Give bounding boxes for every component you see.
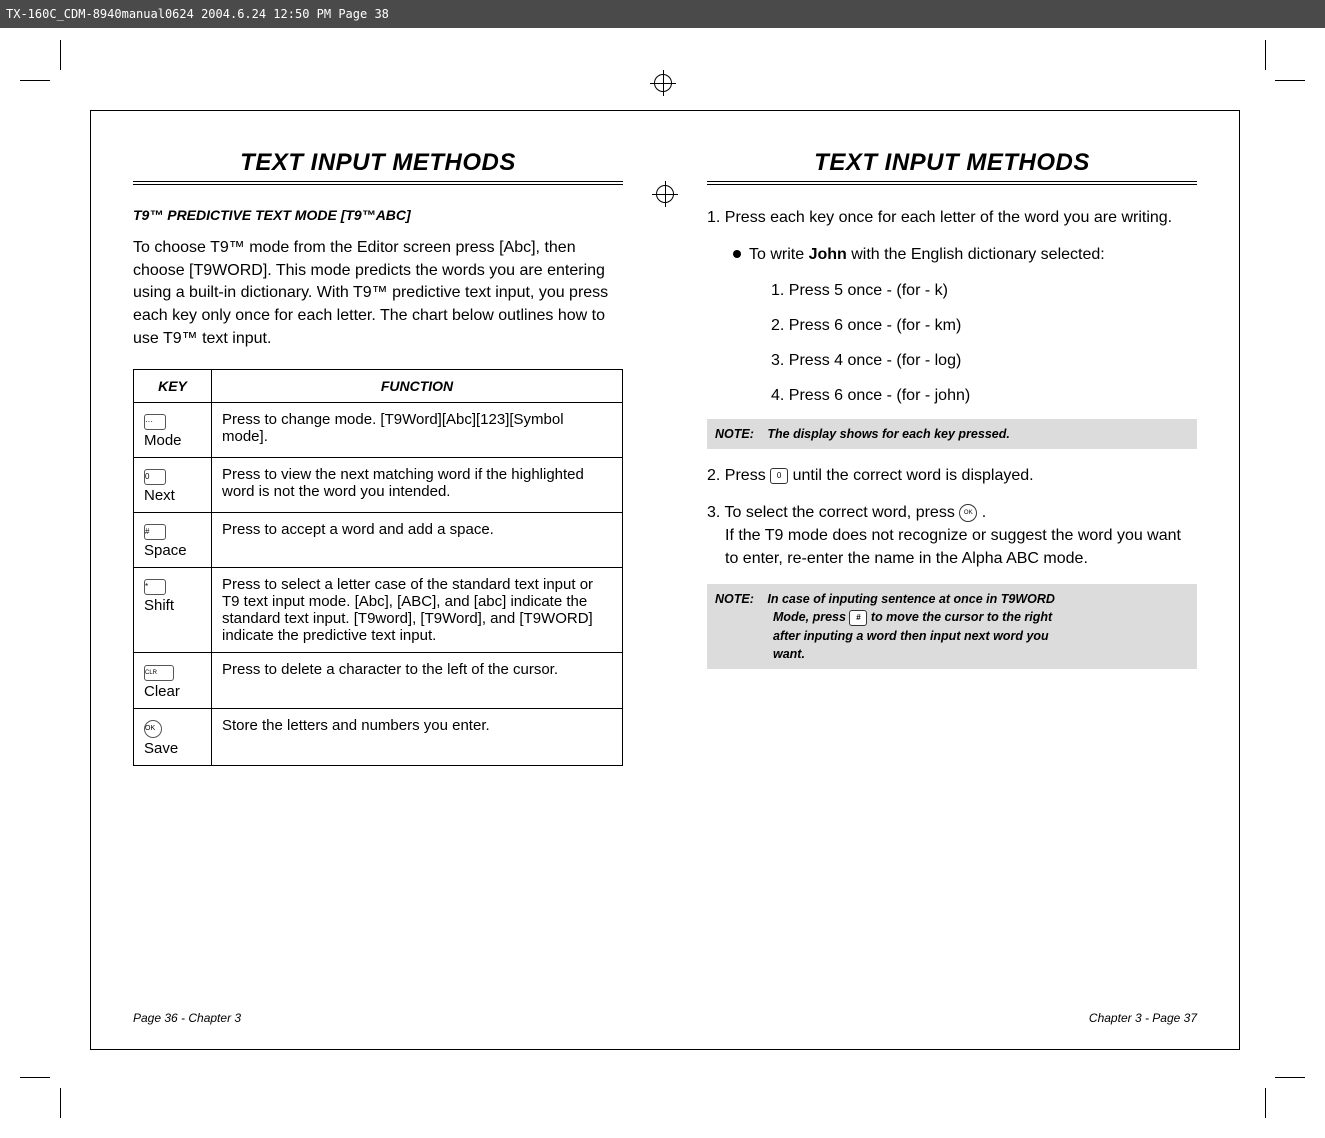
func-cell-mode: Press to change mode. [T9Word][Abc][123]…: [212, 402, 623, 457]
pound-key-icon: #: [849, 610, 867, 626]
table-row: * Shift Press to select a letter case of…: [134, 567, 623, 652]
key-cell-next: 0 Next: [134, 457, 212, 512]
intro-text: To choose T9™ mode from the Editor scree…: [133, 239, 608, 347]
press-substeps: 1. Press 5 once - (for - k) 2. Press 6 o…: [771, 280, 1197, 407]
page-footer-right: Chapter 3 - Page 37: [1089, 1011, 1197, 1025]
func-cell-next: Press to view the next matching word if …: [212, 457, 623, 512]
key-label-next: Next: [144, 487, 175, 504]
subheading-t9mode: T9™ PREDICTIVE TEXT MODE [T9™ABC]: [133, 207, 623, 223]
intro-paragraph: To choose T9™ mode from the Editor scree…: [133, 237, 623, 351]
step2-suffix: until the correct word is displayed.: [793, 467, 1034, 484]
step-2: 2. Press 0 until the correct word is dis…: [707, 465, 1197, 488]
note2-line1: In case of inputing sentence at once in …: [767, 592, 1055, 606]
step-1: 1. Press each key once for each letter o…: [725, 207, 1197, 230]
step-list: 1. Press each key once for each letter o…: [707, 207, 1197, 669]
step3-prefix: 3. To select the correct word, press: [707, 504, 959, 521]
key-label-shift: Shift: [144, 597, 174, 614]
key-function-table: KEY FUNCTION ··· Mode Press to change mo…: [133, 369, 623, 766]
bullet-write-john: To write John with the English dictionar…: [733, 244, 1197, 267]
title-text-left: TEXT INPUT METHODS: [133, 149, 623, 185]
table-row: ··· Mode Press to change mode. [T9Word][…: [134, 402, 623, 457]
title-text-right: TEXT INPUT METHODS: [707, 149, 1197, 185]
func-cell-space: Press to accept a word and add a space.: [212, 512, 623, 567]
table-header-row: KEY FUNCTION: [134, 369, 623, 402]
page-left: TEXT INPUT METHODS T9™ PREDICTIVE TEXT M…: [91, 111, 665, 1049]
page-right: TEXT INPUT METHODS 1. Press each key onc…: [665, 111, 1239, 1049]
note2-line4: want.: [773, 645, 1189, 663]
ok-key-icon: OK: [144, 720, 162, 738]
zero-key-icon: 0: [144, 469, 166, 485]
registration-target-bottom: [652, 181, 678, 207]
substep-2: 2. Press 6 once - (for - km): [771, 315, 1197, 338]
key-cell-save: OK Save: [134, 708, 212, 765]
substep-3: 3. Press 4 once - (for - log): [771, 350, 1197, 373]
table-row: # Space Press to accept a word and add a…: [134, 512, 623, 567]
zero-key-icon: 0: [770, 468, 788, 484]
key-cell-shift: * Shift: [134, 567, 212, 652]
key-label-mode: Mode: [144, 432, 182, 449]
file-header-bar: TX-160C_CDM-8940manual0624 2004.6.24 12:…: [0, 0, 1325, 28]
col-header-key: KEY: [134, 369, 212, 402]
col-header-function: FUNCTION: [212, 369, 623, 402]
page-title-left: TEXT INPUT METHODS: [133, 149, 623, 185]
table-row: CLR Clear Press to delete a character to…: [134, 652, 623, 708]
key-cell-mode: ··· Mode: [134, 402, 212, 457]
registration-target-top: [650, 70, 676, 96]
note2-label: NOTE:: [715, 592, 754, 606]
step3-suffix: .: [982, 504, 986, 521]
note2-line2a: Mode, press: [773, 610, 849, 624]
note2-line3: after inputing a word then input next wo…: [773, 627, 1189, 645]
page-title-right: TEXT INPUT METHODS: [707, 149, 1197, 185]
step-3: 3. To select the correct word, press OK …: [707, 502, 1197, 570]
page-footer-left: Page 36 - Chapter 3: [133, 1011, 241, 1025]
table-row: OK Save Store the letters and numbers yo…: [134, 708, 623, 765]
func-cell-shift: Press to select a letter case of the sta…: [212, 567, 623, 652]
step3-body: If the T9 mode does not recognize or sug…: [725, 525, 1197, 570]
key-label-save: Save: [144, 740, 178, 757]
bullet-bold-word: John: [809, 246, 847, 263]
bullet-prefix: To write: [749, 246, 809, 263]
soft-key-icon: ···: [144, 414, 166, 430]
note-sentence-input: NOTE: In case of inputing sentence at on…: [707, 584, 1197, 669]
substep-4: 4. Press 6 once - (for - john): [771, 385, 1197, 408]
note-label: NOTE:: [715, 427, 754, 441]
star-key-icon: *: [144, 579, 166, 595]
key-label-clear: Clear: [144, 683, 180, 700]
note2-line2: Mode, press # to move the cursor to the …: [773, 608, 1189, 626]
func-cell-save: Store the letters and numbers you enter.: [212, 708, 623, 765]
func-cell-clear: Press to delete a character to the left …: [212, 652, 623, 708]
note-display-shows: NOTE: The display shows for each key pre…: [707, 419, 1197, 449]
bullet-icon: [733, 250, 741, 258]
ok-key-icon: OK: [959, 504, 977, 522]
key-cell-space: # Space: [134, 512, 212, 567]
bullet-suffix: with the English dictionary selected:: [847, 246, 1105, 263]
key-label-space: Space: [144, 542, 187, 559]
clr-key-icon: CLR: [144, 665, 174, 681]
table-row: 0 Next Press to view the next matching w…: [134, 457, 623, 512]
step2-prefix: 2. Press: [707, 467, 770, 484]
substep-1: 1. Press 5 once - (for - k): [771, 280, 1197, 303]
key-cell-clear: CLR Clear: [134, 652, 212, 708]
pound-key-icon: #: [144, 524, 166, 540]
note-text: The display shows for each key pressed.: [767, 427, 1009, 441]
note2-line2b: to move the cursor to the right: [871, 610, 1052, 624]
page-spread: TEXT INPUT METHODS T9™ PREDICTIVE TEXT M…: [90, 110, 1240, 1050]
